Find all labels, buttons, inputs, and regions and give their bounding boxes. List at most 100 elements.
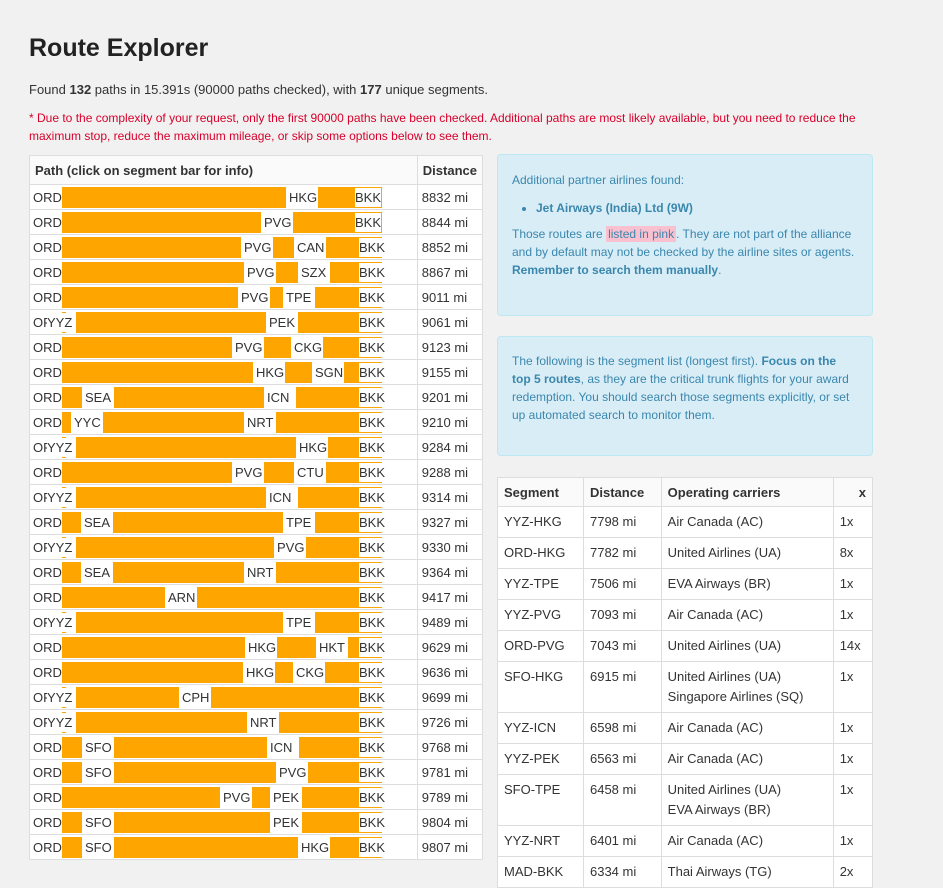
segment-bar[interactable] [114, 387, 264, 408]
airport-code: ORD [33, 588, 62, 607]
segment-bar[interactable] [62, 787, 220, 808]
path-row: ORD PVG BKK 8844 mi [29, 209, 484, 235]
carrier-name: Thai Airways (TG) [667, 864, 772, 879]
segment-bar[interactable] [103, 412, 244, 433]
segment-bar[interactable] [114, 837, 298, 858]
segment-bar[interactable] [285, 362, 312, 383]
segment-bar[interactable] [76, 487, 266, 508]
operating-carriers: EVA Airways (BR) [660, 568, 834, 600]
path-distance: 9789 mi [416, 784, 484, 810]
segment-bar[interactable] [276, 562, 382, 583]
path-bars: ORD SFO PVG BKK [29, 759, 418, 785]
airport-code: ICN [270, 738, 293, 757]
segment-bar[interactable] [76, 712, 247, 733]
path-row: ORDYYZICNBKK9314 mi [29, 484, 484, 510]
operating-carriers: Air Canada (AC) [660, 599, 834, 631]
segment-bar[interactable] [76, 612, 283, 633]
path-table: Path (click on segment bar for info) Dis… [29, 155, 484, 860]
segment-bar[interactable] [76, 537, 274, 558]
airport-code: ORD [33, 413, 62, 432]
airport-code: ICN [269, 488, 292, 507]
segment-bar[interactable] [197, 587, 382, 608]
segment-bar[interactable] [76, 687, 179, 708]
airport-code: BKK [359, 413, 386, 432]
segment-bar[interactable] [264, 462, 294, 483]
segment-bar[interactable] [276, 262, 298, 283]
segment-bar[interactable] [62, 737, 82, 758]
segment-name: ORD-PVG [497, 630, 584, 662]
segment-bar[interactable] [279, 712, 382, 733]
segment-bar[interactable] [62, 462, 232, 483]
segment-bar[interactable] [76, 437, 296, 458]
segment-bar[interactable] [114, 812, 270, 833]
airport-code: BKK [359, 238, 386, 257]
segment-row: ORD-PVG 7043 mi United Airlines (UA) 14x [497, 630, 874, 662]
segment-bar[interactable] [114, 737, 267, 758]
carrier-name: United Airlines (UA) [667, 545, 782, 560]
segment-bar[interactable] [62, 637, 245, 658]
segment-name: SFO-TPE [497, 774, 584, 826]
path-bars: ORDYYZNRTBKK [29, 709, 418, 735]
segment-bar[interactable] [276, 412, 382, 433]
segment-bar[interactable] [113, 562, 244, 583]
segment-bar[interactable] [62, 287, 238, 308]
segment-bar[interactable] [62, 587, 165, 608]
path-distance: 9123 mi [416, 334, 484, 360]
airport-code: BKK [359, 313, 386, 332]
segment-bar[interactable] [114, 762, 276, 783]
path-bars: ORD SFO HKG BKK [29, 834, 418, 860]
path-row: ORD HKG SGN BKK 9155 mi [29, 359, 484, 385]
segment-bar[interactable] [252, 787, 270, 808]
segment-bar[interactable] [62, 387, 82, 408]
segment-bar[interactable] [62, 212, 261, 233]
path-row: ORD PVG CKG BKK 9123 mi [29, 334, 484, 360]
airport-code: YYZ [47, 713, 73, 732]
path-distance: 9061 mi [416, 309, 484, 335]
segment-bar[interactable] [273, 237, 294, 258]
airport-code: BKK [359, 288, 386, 307]
segment-bar[interactable] [62, 562, 81, 583]
path-column-header: Path (click on segment bar for info) [29, 155, 418, 185]
segment-note-text: The following is the segment list (longe… [512, 354, 762, 368]
path-row: ORDYYZNRTBKK9726 mi [29, 709, 484, 735]
airport-code: ORD [33, 238, 62, 257]
path-bars: ORDYYZHKGBKK [29, 434, 418, 460]
segment-bar[interactable] [277, 637, 316, 658]
segment-name: MAD-BKK [497, 856, 584, 888]
segment-bar[interactable] [62, 512, 81, 533]
segment-bar[interactable] [211, 687, 382, 708]
airport-code: ORD [33, 738, 62, 757]
airport-code: BKK [359, 588, 386, 607]
segment-bar[interactable] [275, 662, 293, 683]
airport-code: PVG [223, 788, 251, 807]
segment-bar[interactable] [264, 337, 291, 358]
airport-code: PVG [244, 238, 272, 257]
path-bars: ORD SEA TPE BKK [29, 509, 418, 535]
segment-bar[interactable] [62, 262, 244, 283]
airport-code: BKK [359, 363, 386, 382]
segment-bar[interactable] [62, 662, 243, 683]
segment-bar[interactable] [62, 362, 253, 383]
path-distance: 9330 mi [416, 534, 484, 560]
path-distance: 8844 mi [416, 209, 484, 235]
airport-code: BKK [359, 263, 386, 282]
segment-bar[interactable] [113, 512, 283, 533]
segment-bar[interactable] [62, 812, 82, 833]
segment-bar[interactable] [62, 237, 241, 258]
segment-bar[interactable] [62, 337, 232, 358]
segment-bar[interactable] [62, 837, 82, 858]
segment-count: 2x [832, 856, 874, 888]
operating-carriers: United Airlines (UA) [660, 537, 834, 569]
segment-count: 177 [360, 82, 382, 97]
airport-code: BKK [359, 713, 386, 732]
airport-code: BKK [359, 338, 386, 357]
segment-bar[interactable] [76, 312, 266, 333]
carrier-name: EVA Airways (BR) [667, 802, 771, 817]
airport-code: ORD [33, 263, 62, 282]
segment-bar[interactable] [62, 412, 71, 433]
segment-bar[interactable] [62, 762, 82, 783]
segment-name: YYZ-NRT [497, 825, 584, 857]
segment-bar[interactable] [270, 287, 283, 308]
segment-bar[interactable] [62, 187, 286, 208]
airport-code: SGN [315, 363, 344, 382]
